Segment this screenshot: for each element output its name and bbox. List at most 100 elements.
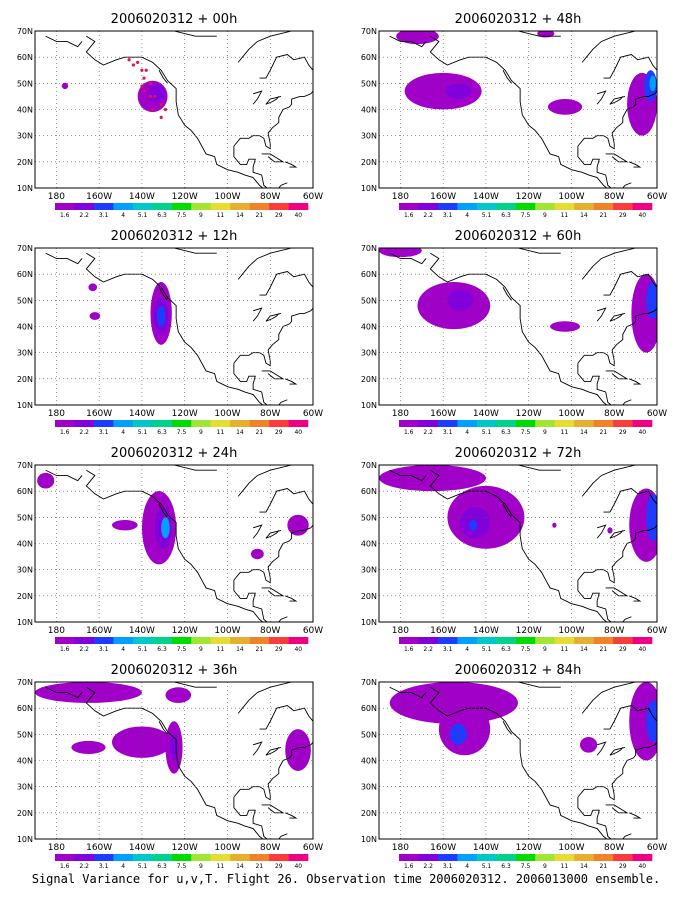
colorbar-swatch (191, 854, 211, 861)
colorbar-label: 11 (217, 212, 225, 219)
colorbar-label: 9 (543, 212, 547, 219)
colorbar-swatch (632, 637, 653, 644)
colorbar-label: 11 (217, 863, 225, 870)
colorbar-swatch (191, 420, 211, 427)
colorbar-label: 21 (256, 646, 264, 653)
colorbar-label: 1.6 (404, 863, 414, 870)
map-frame (378, 247, 658, 406)
colorbar-label: 29 (619, 429, 627, 436)
coastline (85, 252, 273, 405)
lon-tick-label: 60W (303, 192, 323, 202)
colorbar-swatch (269, 854, 289, 861)
colorbar-label: 21 (256, 863, 264, 870)
colorbar-swatch (132, 854, 153, 861)
variance-contour (646, 700, 657, 743)
colorbar-label: 7.5 (521, 646, 531, 653)
colorbar-swatch (418, 203, 439, 210)
observation-dot (163, 107, 168, 112)
coastline (629, 595, 642, 602)
observation-dot (142, 76, 146, 80)
colorbar-swatch (93, 637, 114, 644)
coastline (259, 488, 313, 513)
colorbar-swatch (476, 854, 497, 861)
coastline (603, 705, 657, 730)
variance-contour (547, 99, 583, 115)
lon-tick-label: 160W (430, 409, 456, 419)
coastline (596, 524, 607, 539)
variance-contour (396, 31, 439, 45)
colorbar-swatch (457, 203, 478, 210)
lat-tick-label: 70N (17, 461, 33, 470)
colorbar-swatch (399, 203, 419, 210)
colorbar-swatch (515, 637, 536, 644)
colorbar-label: 7.5 (521, 429, 531, 436)
lon-tick-label: 80W (260, 626, 280, 636)
lon-tick-label: 160W (86, 843, 112, 853)
colorbar-label: 9 (199, 212, 203, 219)
colorbar-label: 6.3 (501, 212, 511, 219)
coastline (429, 469, 617, 622)
variance-contour (37, 472, 55, 489)
colorbar-swatch (399, 420, 419, 427)
lon-tick-label: 80W (260, 409, 280, 419)
colorbar-swatch (249, 854, 270, 861)
coastline (158, 70, 168, 84)
map-panel-00h: 2006020312 + 00h 70N 60N 50N 40N 30N 20N 10N 180… (17, 12, 323, 219)
observation-dot (136, 60, 140, 64)
lon-tick-label: 60W (647, 626, 667, 636)
colorbar-swatch (210, 637, 231, 644)
panel-title: 2006020312 + 24h (111, 446, 238, 461)
colorbar-swatch (515, 420, 536, 427)
lon-tick-label: 100W (558, 843, 584, 853)
colorbar-swatch (457, 854, 478, 861)
coastline (173, 465, 217, 471)
observation-dot (140, 84, 144, 88)
colorbar-swatch (437, 854, 458, 861)
coastline (517, 465, 561, 471)
colorbar-label: 29 (275, 646, 283, 653)
coastline (285, 161, 298, 168)
coastline (45, 686, 83, 699)
colorbar-label: 29 (619, 212, 627, 219)
lon-tick-label: 80W (260, 843, 280, 853)
lat-tick-label: 70N (361, 27, 377, 36)
colorbar-label: 21 (600, 212, 608, 219)
coastline (389, 469, 427, 482)
map-panel-72h: 2006020312 + 72h 70N 60N 50N 40N 30N 20N 10N 180… (361, 446, 667, 653)
variance-contour (550, 321, 581, 332)
variance-contour (607, 527, 613, 534)
lon-tick-label: 100W (558, 409, 584, 419)
coastline (252, 307, 263, 322)
colorbar-label: 7.5 (177, 646, 187, 653)
colorbar: 1.6 2.2 3.1 4 5.1 6.3 7.5 9 11 14 21 29 40 (55, 203, 309, 219)
colorbar-label: 40 (294, 429, 302, 436)
variance-contour (629, 488, 657, 562)
observation-dot (142, 89, 146, 93)
colorbar-swatch (496, 420, 517, 427)
colorbar-label: 4 (121, 212, 125, 219)
lon-tick-label: 140W (129, 626, 155, 636)
lat-tick-label: 60N (361, 270, 377, 279)
colorbar-label: 6.3 (501, 863, 511, 870)
colorbar-label: 6.3 (501, 429, 511, 436)
lat-tick-label: 20N (361, 375, 377, 384)
colorbar-label: 3.1 (99, 646, 109, 653)
coastline (596, 307, 607, 322)
colorbar-swatch (93, 854, 114, 861)
coastline (233, 580, 288, 622)
colorbar-swatch (230, 854, 250, 861)
colorbar-label: 7.5 (177, 429, 187, 436)
lat-tick-label: 70N (17, 27, 33, 36)
coastline (237, 682, 292, 714)
colorbar-label: 11 (561, 429, 569, 436)
colorbar-swatch (132, 420, 153, 427)
observation-dot (131, 63, 135, 67)
colorbar-swatch (457, 637, 478, 644)
coastline (45, 35, 83, 48)
colorbar: 1.6 2.2 3.1 4 5.1 6.3 7.5 9 11 14 21 29 40 (55, 420, 309, 436)
colorbar-label: 6.3 (157, 212, 167, 219)
lat-tick-label: 70N (17, 244, 33, 253)
colorbar-swatch (613, 203, 633, 210)
coastline (581, 31, 636, 63)
coastline (389, 686, 427, 699)
